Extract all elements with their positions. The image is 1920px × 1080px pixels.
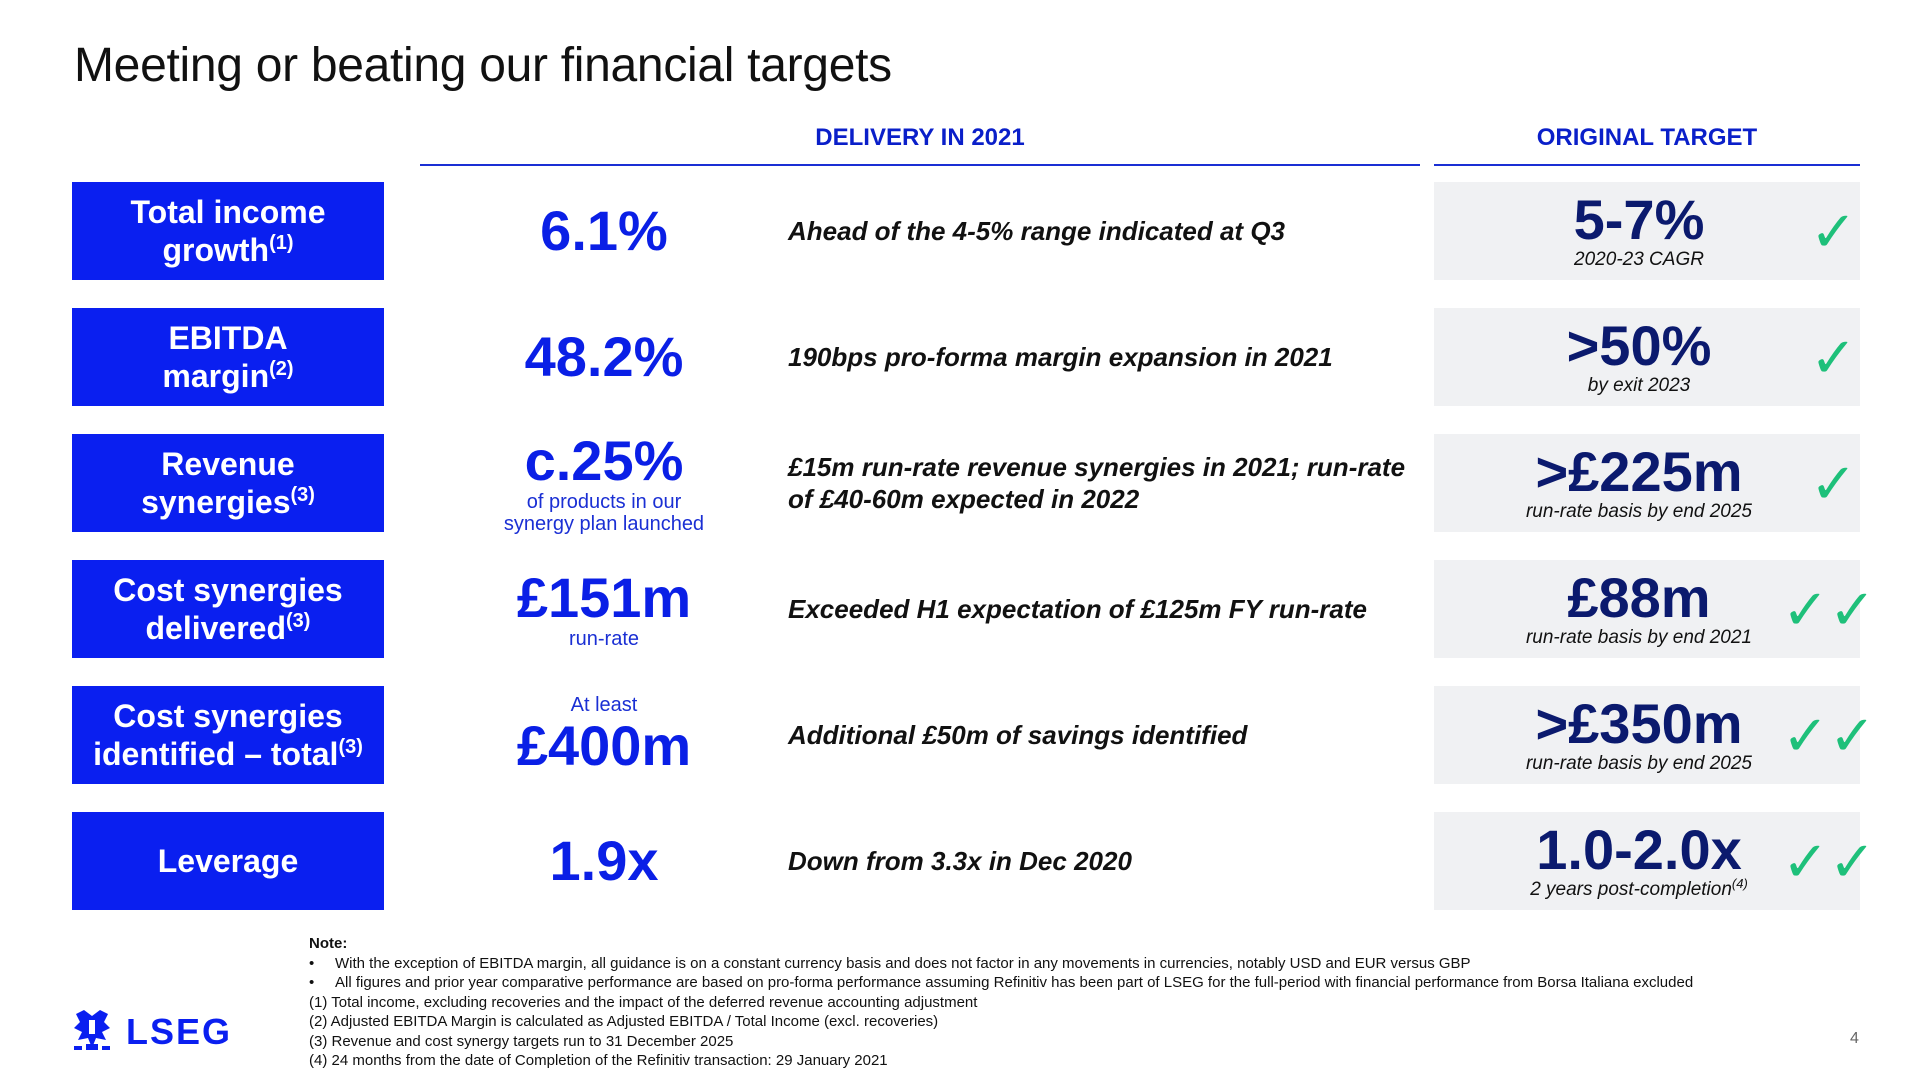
target-subtext: run-rate basis by end 2025: [1525, 753, 1753, 774]
value-figure: 1.9x: [549, 829, 659, 892]
target-row: EBITDA margin(2) 48.2% 190bps pro-forma …: [0, 308, 1920, 406]
row-label-line2: growth: [162, 232, 270, 268]
row-label-line1: Leverage: [157, 843, 299, 879]
row-label-line1: Total income: [130, 194, 326, 230]
row-label-line2: delivered: [145, 610, 287, 646]
checkmark-icon: ✓: [1810, 200, 1857, 263]
delivery-value: 48.2%: [432, 308, 776, 406]
value-figure: 48.2%: [524, 325, 684, 388]
original-target: 1.0-2.0x 2 years post-completion(4): [1434, 812, 1860, 910]
value-subtext: run-rate: [568, 628, 640, 650]
checkmark-icon: ✓✓: [1782, 830, 1876, 893]
original-target: 5-7% 2020-23 CAGR: [1434, 182, 1860, 280]
target-subtext: 2020-23 CAGR: [1574, 249, 1704, 270]
checkmark-icon: ✓✓: [1782, 704, 1876, 767]
delivery-description: 190bps pro-forma margin expansion in 202…: [788, 342, 1333, 372]
metric-label: Revenue synergies(3): [72, 434, 384, 532]
footnote-marker: (3): [286, 610, 311, 632]
target-row: Leverage 1.9x Down from 3.3x in Dec 2020…: [0, 812, 1920, 910]
target-figure: £88m: [1567, 566, 1711, 629]
footnote-marker: (1): [269, 232, 294, 254]
original-target: >£225m run-rate basis by end 2025: [1434, 434, 1860, 532]
note-bullet: With the exception of EBITDA margin, all…: [309, 954, 1693, 974]
row-label-line1: Cost synergies: [113, 572, 343, 608]
delivery-description: Exceeded H1 expectation of £125m FY run-…: [788, 594, 1367, 624]
delivery-value: c.25% of products in our synergy plan la…: [432, 429, 776, 536]
checkmark-icon: ✓: [1810, 452, 1857, 515]
target-figure: 1.0-2.0x: [1536, 818, 1742, 881]
target-header-rule: [1434, 164, 1860, 166]
value-subtext: of products in our synergy plan launched: [503, 491, 705, 535]
metric-label: Total income growth(1): [72, 182, 384, 280]
delivery-value: £151m run-rate: [432, 560, 776, 658]
original-target: £88m run-rate basis by end 2021: [1434, 560, 1860, 658]
target-figure: >£225m: [1535, 440, 1743, 503]
target-figure: >£350m: [1535, 692, 1743, 755]
target-subtext: by exit 2023: [1587, 375, 1691, 396]
delivery-header: DELIVERY IN 2021: [815, 124, 1025, 151]
value-figure: £400m: [516, 714, 692, 777]
delivery-value: 1.9x: [432, 812, 776, 910]
delivery-header-rule: [420, 164, 1420, 166]
row-label-line2: margin: [162, 358, 270, 394]
delivery-description: Additional £50m of savings identified: [788, 720, 1248, 750]
value-figure: £151m: [516, 566, 692, 629]
checkmark-icon: ✓✓: [1782, 578, 1876, 641]
row-label-line2: identified – total: [93, 736, 339, 772]
metric-label: EBITDA margin(2): [72, 308, 384, 406]
delivery-value: 6.1%: [432, 182, 776, 280]
row-label-line1: Cost synergies: [113, 698, 343, 734]
target-subtext: 2 years post-completion(4): [1530, 876, 1748, 900]
metric-label: Cost synergies identified – total(3): [72, 686, 384, 784]
target-figure: 5-7%: [1573, 188, 1705, 251]
original-target: >50% by exit 2023: [1434, 308, 1860, 406]
original-target: >£350m run-rate basis by end 2025: [1434, 686, 1860, 784]
target-row: Total income growth(1) 6.1% Ahead of the…: [0, 182, 1920, 280]
footnote-marker: (2): [269, 358, 294, 380]
notes-heading: Note:: [309, 935, 348, 952]
notes-section: Note: With the exception of EBITDA margi…: [309, 934, 1693, 1071]
target-figure: >50%: [1566, 314, 1712, 377]
delivery-description: Ahead of the 4-5% range indicated at Q3: [788, 216, 1285, 246]
footnote-marker: (4): [1731, 876, 1748, 891]
target-row: Cost synergies identified – total(3) At …: [0, 686, 1920, 784]
lseg-logo: LSEG: [74, 1010, 232, 1052]
footnote-marker: (3): [290, 484, 315, 506]
logo-wordmark: LSEG: [126, 1011, 232, 1052]
metric-label: Cost synergies delivered(3): [72, 560, 384, 658]
footnote: (3) Revenue and cost synergy targets run…: [309, 1032, 734, 1050]
value-figure: 6.1%: [540, 199, 668, 262]
page-title: Meeting or beating our financial targets: [74, 39, 892, 92]
row-label-line2: synergies: [141, 484, 291, 520]
note-bullet: All figures and prior year comparative p…: [309, 973, 1693, 993]
row-label-line1: EBITDA: [168, 320, 288, 356]
target-row: Cost synergies delivered(3) £151m run-ra…: [0, 560, 1920, 658]
target-subtext: run-rate basis by end 2025: [1525, 501, 1753, 522]
metric-label: Leverage: [72, 812, 384, 910]
footnote-marker: (3): [338, 736, 363, 758]
footnote: (4) 24 months from the date of Completio…: [309, 1052, 888, 1069]
page-number: 4: [1850, 1030, 1859, 1047]
footnote: (2) Adjusted EBITDA Margin is calculated…: [309, 1013, 939, 1030]
delivery-description: Down from 3.3x in Dec 2020: [788, 846, 1132, 876]
value-figure: c.25%: [524, 429, 684, 492]
checkmark-icon: ✓: [1810, 326, 1857, 389]
footnote: (1) Total income, excluding recoveries a…: [309, 993, 978, 1011]
row-label-line1: Revenue: [161, 446, 295, 482]
value-prefix: At least: [570, 694, 638, 716]
delivery-description: £15m run-rate revenue synergies in 2021;…: [788, 452, 1406, 514]
target-subtext: run-rate basis by end 2021: [1525, 627, 1753, 648]
target-row: Revenue synergies(3) c.25% of products i…: [0, 429, 1920, 536]
target-header: ORIGINAL TARGET: [1536, 124, 1758, 151]
delivery-value: At least £400m: [432, 686, 776, 784]
